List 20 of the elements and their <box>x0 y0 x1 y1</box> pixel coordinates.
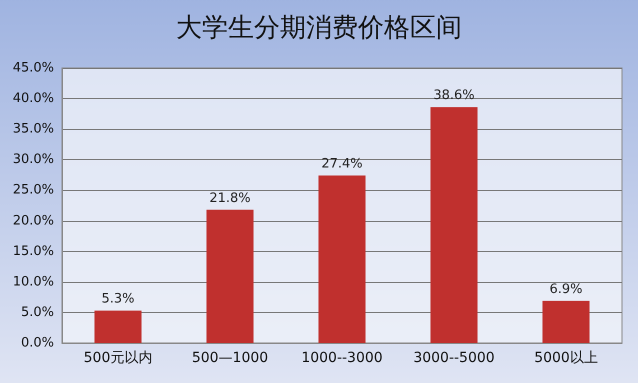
y-tick-label: 25.0% <box>12 182 54 198</box>
y-tick-label: 30.0% <box>12 152 54 168</box>
y-tick-label: 45.0% <box>12 60 54 76</box>
x-tick-label: 5000以上 <box>534 350 598 366</box>
y-tick-label: 5.0% <box>20 304 54 320</box>
y-tick-label: 20.0% <box>12 213 54 228</box>
chart-title: 大学生分期消费价格区间 <box>176 13 462 43</box>
x-tick-label: 1000--3000 <box>301 350 383 366</box>
y-tick-label: 15.0% <box>12 244 54 259</box>
data-label: 5.3% <box>101 292 135 307</box>
y-tick-label: 40.0% <box>12 91 54 106</box>
x-tick-label: 500—1000 <box>192 350 268 366</box>
data-label: 21.8% <box>209 190 251 206</box>
x-tick-label: 3000--5000 <box>413 350 495 366</box>
data-label: 27.4% <box>321 156 363 172</box>
x-tick-label: 500元以内 <box>84 350 152 366</box>
y-tick-label: 0.0% <box>20 336 54 350</box>
y-tick-label: 35.0% <box>12 122 54 137</box>
y-tick-label: 10.0% <box>12 274 54 290</box>
data-label: 6.9% <box>549 282 583 297</box>
